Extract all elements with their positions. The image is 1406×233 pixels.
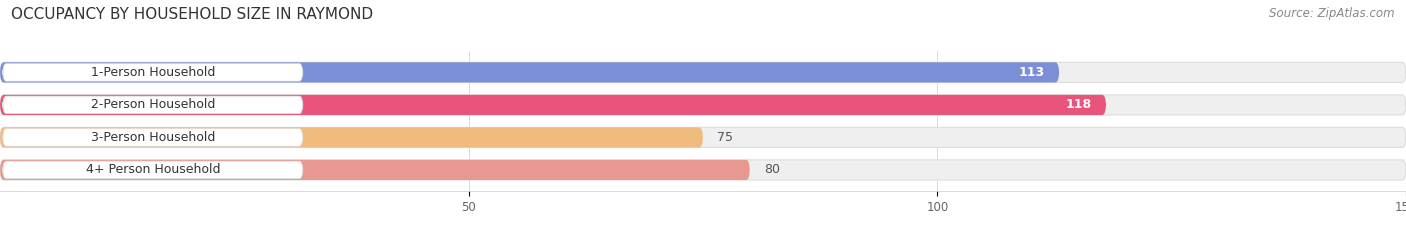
Text: Source: ZipAtlas.com: Source: ZipAtlas.com	[1270, 7, 1395, 20]
Text: 75: 75	[717, 131, 733, 144]
FancyBboxPatch shape	[0, 95, 1107, 115]
FancyBboxPatch shape	[3, 96, 302, 114]
Text: OCCUPANCY BY HOUSEHOLD SIZE IN RAYMOND: OCCUPANCY BY HOUSEHOLD SIZE IN RAYMOND	[11, 7, 374, 22]
FancyBboxPatch shape	[0, 62, 1406, 82]
FancyBboxPatch shape	[3, 64, 302, 81]
FancyBboxPatch shape	[0, 127, 703, 147]
FancyBboxPatch shape	[3, 161, 302, 179]
FancyBboxPatch shape	[0, 160, 749, 180]
FancyBboxPatch shape	[0, 160, 1406, 180]
Text: 4+ Person Household: 4+ Person Household	[86, 163, 219, 176]
Text: 118: 118	[1066, 98, 1092, 111]
Text: 1-Person Household: 1-Person Household	[90, 66, 215, 79]
FancyBboxPatch shape	[0, 127, 1406, 147]
Text: 2-Person Household: 2-Person Household	[90, 98, 215, 111]
Text: 113: 113	[1019, 66, 1045, 79]
FancyBboxPatch shape	[0, 95, 1406, 115]
FancyBboxPatch shape	[0, 62, 1059, 82]
Text: 3-Person Household: 3-Person Household	[90, 131, 215, 144]
Text: 80: 80	[763, 163, 780, 176]
FancyBboxPatch shape	[3, 129, 302, 146]
